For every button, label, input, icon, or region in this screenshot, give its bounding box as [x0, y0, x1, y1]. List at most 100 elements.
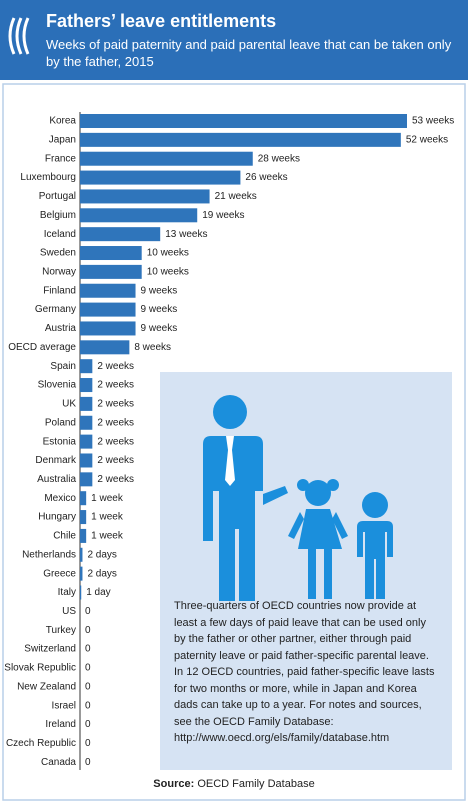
- value-label: 0: [85, 644, 91, 655]
- bar: [80, 264, 142, 279]
- category-label: New Zealand: [17, 681, 76, 692]
- value-label: 2 days: [87, 568, 116, 579]
- bar: [80, 208, 198, 223]
- category-label: Portugal: [39, 191, 76, 202]
- value-label: 8 weeks: [134, 342, 171, 353]
- bar: [80, 415, 93, 430]
- value-label: 9 weeks: [141, 285, 178, 296]
- value-label: 9 weeks: [141, 304, 178, 315]
- value-label: 28 weeks: [258, 153, 300, 164]
- value-label: 1 week: [91, 493, 124, 504]
- bar: [80, 340, 130, 355]
- category-label: OECD average: [8, 342, 76, 353]
- category-label: France: [45, 153, 77, 164]
- bar: [80, 396, 93, 411]
- value-label: 2 weeks: [97, 361, 134, 372]
- bar: [80, 321, 136, 336]
- value-label: 0: [85, 606, 91, 617]
- bar: [80, 283, 136, 298]
- bar: [80, 491, 87, 506]
- bar: [80, 189, 210, 204]
- bar: [80, 453, 93, 468]
- value-label: 2 weeks: [97, 417, 134, 428]
- category-label: US: [62, 606, 76, 617]
- panel: [2, 83, 466, 801]
- bar: [80, 302, 136, 317]
- category-label: Canada: [41, 757, 76, 768]
- category-label: Israel: [52, 700, 76, 711]
- category-label: Belgium: [40, 210, 76, 221]
- value-label: 2 weeks: [97, 399, 134, 410]
- logo: [8, 17, 30, 55]
- value-label: 0: [85, 757, 91, 768]
- category-label: Ireland: [45, 719, 76, 730]
- category-label: Slovak Republic: [4, 663, 76, 674]
- category-label: Iceland: [44, 229, 76, 240]
- category-label: Norway: [42, 267, 76, 278]
- value-label: 0: [85, 738, 91, 749]
- value-label: 1 week: [91, 512, 124, 523]
- category-label: Hungary: [38, 512, 76, 523]
- value-label: 21 weeks: [215, 191, 257, 202]
- chart-title: Fathers’ leave entitlements: [46, 11, 276, 31]
- value-label: 0: [85, 719, 91, 730]
- category-label: Turkey: [46, 625, 76, 636]
- category-label: Switzerland: [24, 644, 76, 655]
- value-label: 2 weeks: [97, 474, 134, 485]
- value-label: 2 days: [87, 549, 116, 560]
- source: OECD Family Database: [197, 778, 315, 790]
- bar: [80, 227, 161, 242]
- category-label: Austria: [45, 323, 77, 334]
- bar: [80, 359, 93, 374]
- value-label: 0: [85, 700, 91, 711]
- value-label: 9 weeks: [141, 323, 178, 334]
- value-label: 1 week: [91, 531, 124, 542]
- category-label: Finland: [43, 285, 76, 296]
- value-label: 10 weeks: [147, 248, 189, 259]
- bar: [80, 170, 241, 185]
- bar: [80, 472, 93, 487]
- category-label: Spain: [50, 361, 76, 372]
- value-label: 19 weeks: [202, 210, 244, 221]
- header-band: [0, 0, 468, 80]
- note: Three-quarters of OECD countries now pro…: [174, 600, 435, 744]
- value-label: 2 weeks: [97, 455, 134, 466]
- bar: [80, 246, 142, 261]
- source-line: Source: OECD Family Database: [0, 778, 468, 790]
- value-label: 52 weeks: [406, 135, 448, 146]
- category-label: Japan: [49, 135, 76, 146]
- category-label: Chile: [53, 531, 76, 542]
- value-label: 0: [85, 681, 91, 692]
- value-label: 1 day: [86, 587, 110, 598]
- family-icon: [203, 395, 393, 601]
- category-label: Germany: [35, 304, 76, 315]
- chart-subtitle: Weeks of paid paternity and paid parenta…: [46, 37, 452, 69]
- category-label: Netherlands: [22, 549, 76, 560]
- bar: [80, 510, 87, 525]
- value-label: 0: [85, 663, 91, 674]
- category-label: Czech Republic: [6, 738, 76, 749]
- value-label: 2 weeks: [97, 436, 134, 447]
- value-label: 10 weeks: [147, 267, 189, 278]
- category-label: Slovenia: [38, 380, 77, 391]
- category-label: Denmark: [35, 455, 77, 466]
- category-label: Korea: [49, 116, 76, 127]
- bar: [80, 151, 253, 166]
- value-label: 26 weeks: [245, 172, 287, 183]
- bar: [80, 566, 83, 581]
- value-label: 13 weeks: [165, 229, 207, 240]
- category-label: Estonia: [43, 436, 77, 447]
- category-label: Australia: [37, 474, 76, 485]
- category-label: Italy: [58, 587, 76, 598]
- category-label: Greece: [43, 568, 76, 579]
- bar: [80, 434, 93, 449]
- bar: [80, 378, 93, 393]
- bar: [80, 547, 83, 562]
- category-label: UK: [62, 399, 76, 410]
- category-label: Mexico: [44, 493, 76, 504]
- bar: [80, 585, 82, 600]
- bar: [80, 528, 87, 543]
- category-label: Luxembourg: [20, 172, 76, 183]
